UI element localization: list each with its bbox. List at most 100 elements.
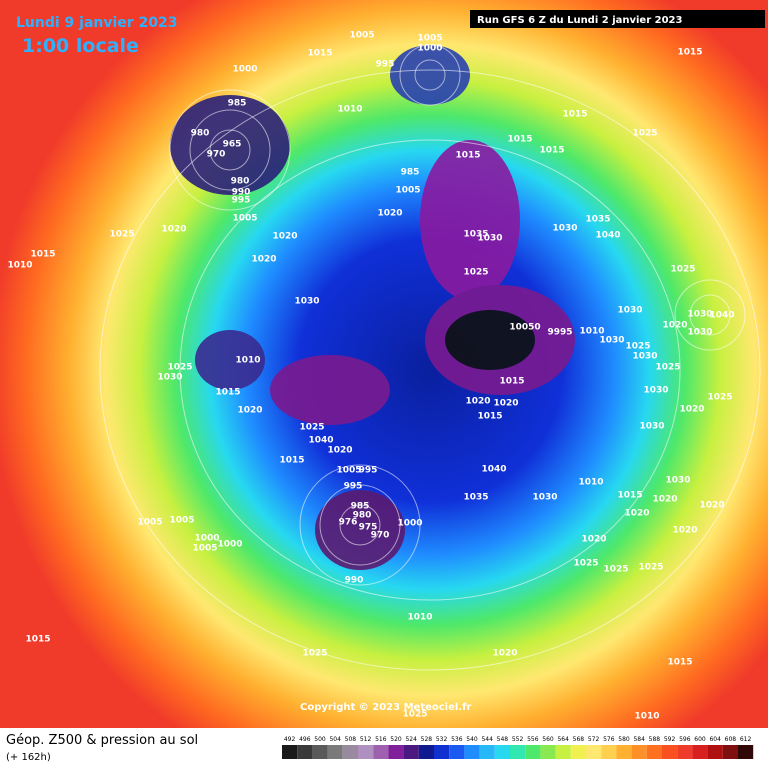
pressure-label: 1015: [667, 658, 692, 668]
pressure-label: 1025: [299, 423, 324, 433]
pressure-label: 1030: [552, 224, 577, 234]
legend-label: 580: [618, 736, 630, 743]
pressure-label: 10050: [509, 323, 540, 333]
pressure-label: 1005: [336, 466, 361, 476]
lead-time: (+ 162h): [6, 752, 51, 763]
legend-swatch: [388, 745, 404, 759]
pressure-label: 1000: [397, 519, 422, 529]
pressure-label: 985: [351, 502, 370, 512]
pressure-label: 990: [345, 576, 364, 586]
pressure-label: 995: [232, 196, 251, 206]
pressure-label: 985: [228, 99, 247, 109]
pressure-label: 1020: [327, 446, 352, 456]
pressure-label: 1030: [639, 422, 664, 432]
legend-label: 568: [573, 736, 585, 743]
pressure-label: 1020: [662, 321, 687, 331]
pressure-label: 1025: [603, 565, 628, 575]
pressure-label: 1010: [7, 261, 32, 271]
pressure-label: 1020: [581, 535, 606, 545]
pressure-label: 1030: [157, 373, 182, 383]
legend-swatch: [494, 745, 510, 759]
legend-swatch: [434, 745, 450, 759]
pressure-label: 1005: [395, 186, 420, 196]
pressure-label: 995: [344, 482, 363, 492]
legend-swatch: [297, 745, 313, 759]
pressure-label: 1020: [652, 495, 677, 505]
pressure-label: 985: [401, 168, 420, 178]
legend-swatch: [616, 745, 632, 759]
pressure-label: 1030: [294, 297, 319, 307]
low-cores: [170, 45, 575, 570]
pressure-label: 9995: [547, 328, 572, 338]
run-banner: [470, 10, 765, 28]
pressure-label: 1030: [617, 306, 642, 316]
legend-swatch: [342, 745, 358, 759]
pressure-label: 1015: [30, 250, 55, 260]
pressure-label: 970: [207, 150, 226, 160]
legend-swatch: [449, 745, 465, 759]
legend-swatch: [403, 745, 419, 759]
pressure-label: 970: [371, 531, 390, 541]
pressure-label: 975: [359, 523, 378, 533]
pressure-label: 1015: [539, 146, 564, 156]
pressure-label: 1030: [643, 386, 668, 396]
pressure-label: 1025: [707, 393, 732, 403]
legend-swatch: [738, 745, 754, 759]
pressure-label: 980: [231, 177, 250, 187]
legend-label: 588: [649, 736, 661, 743]
pressure-label: 1035: [463, 493, 488, 503]
pressure-label: 1025: [655, 363, 680, 373]
pressure-label: 1030: [687, 310, 712, 320]
legend-swatch: [677, 745, 693, 759]
legend-label: 516: [375, 736, 387, 743]
local-time: 1:00 locale: [22, 35, 139, 57]
pressure-label: 1030: [477, 234, 502, 244]
pressure-label: 1020: [493, 399, 518, 409]
pressure-label: 1010: [578, 478, 603, 488]
pressure-label: 1020: [237, 406, 262, 416]
legend-swatch: [586, 745, 602, 759]
pressure-label: 1025: [638, 563, 663, 573]
pressure-label: 965: [223, 140, 242, 150]
pressure-label: 1020: [272, 232, 297, 242]
legend-label: 600: [694, 736, 706, 743]
pressure-label: 1005: [192, 544, 217, 554]
pressure-label: 1020: [492, 649, 517, 659]
legend-swatch: [631, 745, 647, 759]
pressure-label: 980: [191, 129, 210, 139]
pressure-label: 1025: [670, 265, 695, 275]
legend-label: 496: [299, 736, 311, 743]
pressure-label: 995: [359, 466, 378, 476]
pressure-label: 1020: [251, 255, 276, 265]
pressure-label: 1000: [217, 540, 242, 550]
pressure-label: 1015: [499, 377, 524, 387]
pressure-label: 1000: [194, 534, 219, 544]
pressure-label: 1030: [632, 352, 657, 362]
legend-label: 520: [390, 736, 402, 743]
pressure-label: 976: [339, 518, 358, 528]
legend-label: 536: [451, 736, 463, 743]
pressure-label: 1005: [349, 31, 374, 41]
pressure-label: 1020: [679, 405, 704, 415]
date: Lundi 9 janvier 2023: [16, 15, 178, 31]
legend-label: 532: [436, 736, 448, 743]
legend-label: 576: [603, 736, 615, 743]
pressure-label: 1005: [169, 516, 194, 526]
pressure-label: 1015: [279, 456, 304, 466]
pressure-label: 1025: [573, 559, 598, 569]
pressure-label: 1020: [465, 397, 490, 407]
legend-label: 548: [497, 736, 509, 743]
pressure-label: 1035: [463, 230, 488, 240]
pressure-label: 1040: [481, 465, 506, 475]
footer-title: Géop. Z500 & pression au sol: [6, 733, 198, 748]
legend-label: 596: [679, 736, 691, 743]
legend-label: 592: [664, 736, 676, 743]
legend-swatch: [373, 745, 389, 759]
pressure-label: 1030: [665, 476, 690, 486]
pressure-label: 1005: [137, 518, 162, 528]
pressure-label: 1000: [417, 44, 442, 54]
legend-swatch: [418, 745, 434, 759]
pressure-label: 1010: [337, 105, 362, 115]
